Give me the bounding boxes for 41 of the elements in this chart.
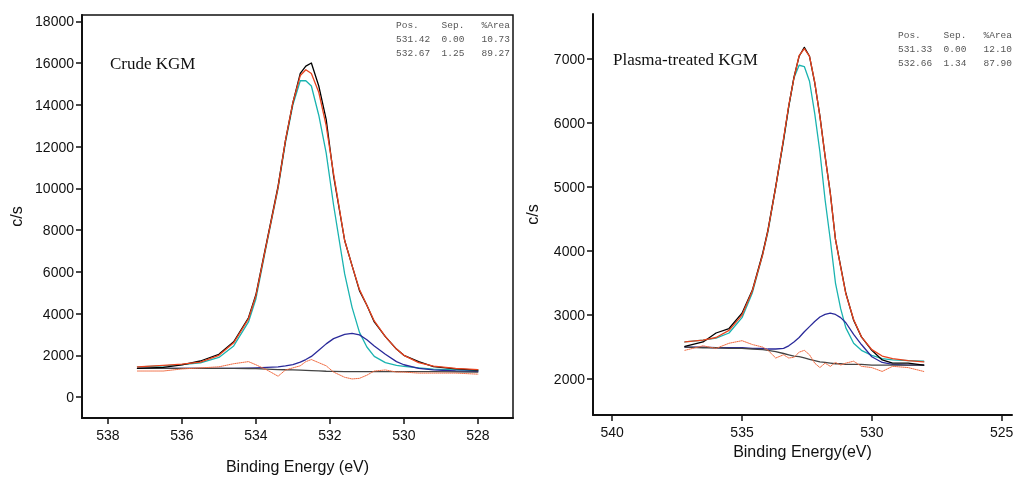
x-tick-label: 528 bbox=[466, 427, 490, 443]
x-tick-label: 525 bbox=[989, 424, 1014, 440]
annotation: 531.33 0.00 12.10 bbox=[897, 43, 1013, 55]
line-series bbox=[136, 359, 479, 380]
text: Plasma-treated KGM bbox=[613, 50, 758, 69]
y-tick-label: 18000 bbox=[35, 13, 75, 30]
x-tick-label: 538 bbox=[96, 427, 120, 443]
x-tick-label: 536 bbox=[170, 427, 194, 443]
x-axis-title: Binding Energy (eV) bbox=[225, 457, 370, 475]
y-tick-label: 6000 bbox=[42, 263, 75, 280]
line-series bbox=[684, 346, 925, 366]
x-tick-label: 530 bbox=[860, 424, 884, 440]
y-tick-label: 14000 bbox=[35, 96, 75, 113]
y-tick-label: 2000 bbox=[553, 371, 586, 388]
y-tick-label: 7000 bbox=[553, 50, 586, 67]
annotation: 532.67 1.25 89.27 bbox=[395, 47, 511, 59]
annotation: 531.42 0.00 10.73 bbox=[395, 33, 511, 45]
annotation: 532.66 1.34 87.90 bbox=[897, 57, 1013, 69]
y-tick-label: 10000 bbox=[35, 180, 75, 197]
x-tick-label: 540 bbox=[600, 424, 625, 440]
line-series bbox=[684, 340, 925, 372]
y-tick-label: 12000 bbox=[35, 138, 75, 155]
annotation: Pos. Sep. %Area bbox=[897, 29, 1013, 41]
y-tick-label: 16000 bbox=[35, 55, 75, 72]
y-tick-label: 6000 bbox=[553, 114, 586, 131]
x-axis-title: Binding Energy(eV) bbox=[733, 443, 872, 461]
y-axis-title: c/s bbox=[7, 206, 25, 227]
x-tick-label: 535 bbox=[730, 424, 754, 440]
y-axis-title: c/s bbox=[523, 204, 541, 225]
annotation: Pos. Sep. %Area bbox=[395, 19, 511, 31]
y-tick-label: 8000 bbox=[42, 222, 75, 239]
y-tick-label: 5000 bbox=[553, 178, 586, 195]
y-tick-label: 4000 bbox=[42, 305, 75, 322]
y-tick-label: 2000 bbox=[42, 347, 75, 364]
y-tick-label: 0 bbox=[66, 389, 75, 406]
text: Crude KGM bbox=[110, 54, 196, 73]
y-tick-label: 4000 bbox=[553, 243, 586, 260]
x-tick-label: 532 bbox=[318, 427, 342, 443]
x-tick-label: 534 bbox=[244, 427, 268, 443]
y-tick-label: 3000 bbox=[553, 307, 586, 324]
x-tick-label: 530 bbox=[392, 427, 416, 443]
